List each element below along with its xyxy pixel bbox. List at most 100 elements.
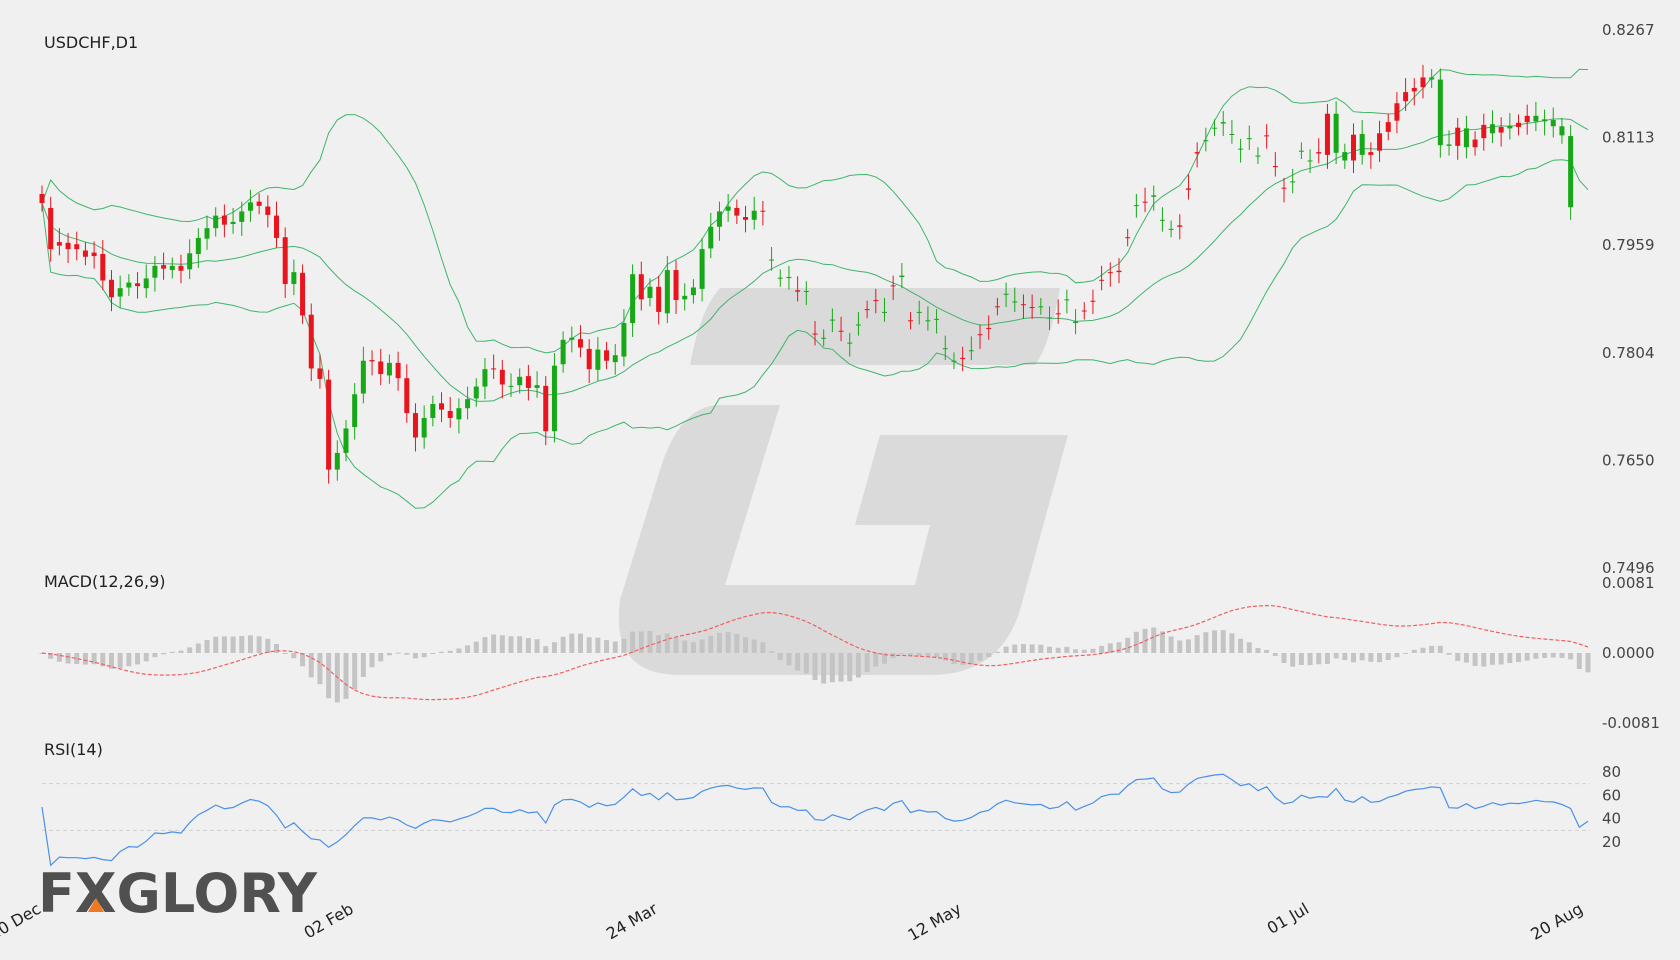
candle-body bbox=[517, 376, 523, 386]
candle-body bbox=[143, 278, 149, 289]
macd-histogram-bar bbox=[577, 633, 583, 653]
macd-histogram-bar bbox=[847, 653, 853, 682]
candle-body bbox=[960, 357, 966, 359]
candle-body bbox=[612, 355, 618, 363]
macd-histogram-bar bbox=[74, 653, 80, 664]
macd-histogram-bar bbox=[386, 653, 392, 656]
candle-body bbox=[39, 193, 45, 204]
macd-histogram-bar bbox=[300, 653, 306, 667]
candle-body bbox=[1446, 144, 1452, 146]
macd-histogram-bar bbox=[143, 653, 149, 662]
candle-body bbox=[786, 277, 792, 279]
macd-histogram-bar bbox=[1107, 643, 1113, 653]
macd-histogram-bar bbox=[499, 635, 505, 653]
candle-body bbox=[638, 274, 644, 300]
macd-histogram-bar bbox=[1203, 632, 1209, 653]
candle-body bbox=[108, 279, 114, 298]
candle-body bbox=[769, 259, 775, 261]
candle-body bbox=[1533, 115, 1539, 122]
macd-histogram-bar bbox=[100, 653, 106, 667]
candle-body bbox=[343, 428, 349, 453]
candle-body bbox=[916, 311, 922, 313]
macd-histogram-bar bbox=[525, 638, 531, 653]
macd-histogram bbox=[39, 627, 1591, 703]
candle-body bbox=[908, 320, 914, 322]
candle-body bbox=[1498, 126, 1504, 133]
price-tick-label: 0.8267 bbox=[1602, 21, 1655, 39]
candle-body bbox=[1159, 219, 1165, 221]
macd-histogram-bar bbox=[777, 653, 783, 660]
candle-body bbox=[282, 237, 288, 284]
macd-histogram-bar bbox=[1359, 653, 1365, 661]
candle-body bbox=[1281, 187, 1287, 189]
candle-body bbox=[430, 404, 436, 418]
candle-body bbox=[74, 244, 80, 250]
macd-histogram-bar bbox=[795, 653, 801, 671]
date-tick-label: 24 Mar bbox=[603, 899, 661, 943]
candle-body bbox=[586, 348, 592, 370]
macd-histogram-bar bbox=[1081, 649, 1087, 653]
macd-histogram-bar bbox=[664, 633, 670, 653]
candle-body bbox=[760, 210, 766, 212]
macd-histogram-bar bbox=[1307, 653, 1313, 666]
macd-histogram-bar bbox=[473, 641, 479, 653]
date-tick-label: 12 May bbox=[904, 899, 964, 945]
macd-histogram-bar bbox=[1489, 653, 1495, 665]
candle-body bbox=[1307, 160, 1313, 162]
macd-histogram-bar bbox=[1177, 640, 1183, 653]
macd-histogram-bar bbox=[968, 653, 974, 664]
macd-histogram-bar bbox=[1151, 627, 1157, 653]
macd-histogram-bar bbox=[630, 631, 636, 653]
macd-histogram-bar bbox=[178, 650, 184, 653]
candle-body bbox=[1177, 225, 1183, 227]
candle-body bbox=[221, 215, 227, 225]
candle-body bbox=[1429, 77, 1435, 80]
macd-histogram-bar bbox=[456, 648, 462, 653]
candle-body bbox=[386, 362, 392, 376]
candle-body bbox=[725, 206, 731, 211]
macd-histogram-bar bbox=[1576, 653, 1582, 669]
macd-histogram-bar bbox=[855, 653, 861, 678]
macd-histogram-bar bbox=[204, 640, 210, 653]
macd-histogram-bar bbox=[65, 653, 71, 664]
macd-tick-label: -0.0081 bbox=[1602, 714, 1660, 732]
candle-body bbox=[873, 300, 879, 302]
candle-body bbox=[334, 452, 340, 470]
candle-body bbox=[499, 369, 505, 385]
macd-histogram-bar bbox=[612, 641, 618, 653]
macd-histogram-bar bbox=[1437, 645, 1443, 653]
macd-histogram-bar bbox=[1446, 653, 1452, 655]
date-tick-label: 20 Aug bbox=[1527, 899, 1586, 944]
macd-histogram-bar bbox=[1411, 649, 1417, 653]
candle-body bbox=[473, 386, 479, 399]
macd-histogram-bar bbox=[934, 653, 940, 657]
macd-tick-label: 0.0081 bbox=[1602, 574, 1655, 592]
candle-body bbox=[1047, 317, 1053, 319]
macd-histogram-bar bbox=[1264, 649, 1270, 653]
macd-histogram-bar bbox=[1368, 653, 1374, 662]
macd-histogram-bar bbox=[1212, 630, 1218, 653]
candle-body bbox=[195, 237, 201, 254]
candle-body bbox=[1272, 166, 1278, 168]
macd-histogram-bar bbox=[1550, 653, 1556, 658]
macd-histogram-bar bbox=[161, 653, 167, 655]
candle-body bbox=[977, 334, 983, 336]
macd-histogram-bar bbox=[873, 653, 879, 667]
macd-histogram-bar bbox=[508, 636, 514, 653]
macd-histogram-bar bbox=[1298, 653, 1304, 665]
candle-body bbox=[395, 362, 401, 379]
macd-axis: 0.0081 0.0000 -0.0081 bbox=[1602, 574, 1660, 732]
date-tick-label: 01 Jul bbox=[1264, 899, 1312, 938]
candle-body bbox=[812, 333, 818, 335]
candle-body bbox=[569, 337, 575, 340]
macd-histogram-bar bbox=[942, 653, 948, 661]
macd-histogram-bar bbox=[1125, 637, 1131, 653]
candle-body bbox=[777, 277, 783, 279]
candle-body bbox=[630, 274, 636, 324]
candle-body bbox=[48, 207, 54, 250]
candle-body bbox=[647, 286, 653, 298]
candle-body bbox=[829, 319, 835, 321]
candle-body bbox=[1516, 122, 1522, 127]
candle-body bbox=[1012, 301, 1018, 303]
macd-histogram-bar bbox=[256, 636, 262, 653]
